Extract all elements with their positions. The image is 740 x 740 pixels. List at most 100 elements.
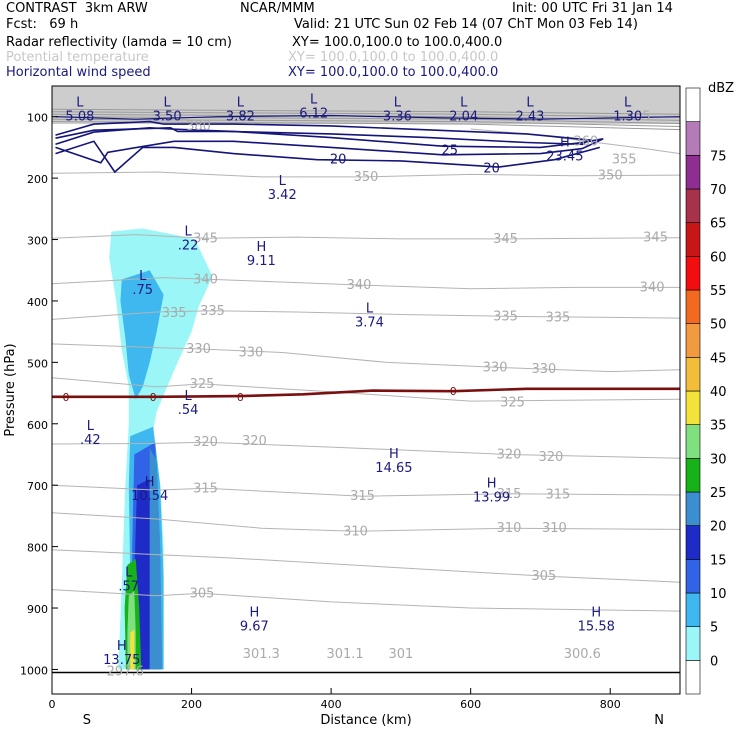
wind-contour [55, 126, 604, 164]
colorbar-swatch [685, 525, 701, 560]
theta-label: 315 [350, 489, 375, 504]
theta-contour [51, 441, 681, 459]
theta-label: 315 [545, 487, 570, 502]
theta-label: 345 [493, 232, 518, 247]
freezing-level-line [52, 387, 680, 399]
theta-label: 305 [190, 586, 215, 601]
colorbar-label: 5 [710, 621, 718, 636]
extremum-value: 3.50 [153, 110, 182, 125]
colorbar-swatch [685, 289, 701, 324]
extremum-value: 3.74 [355, 315, 384, 330]
theta-label: 320 [193, 435, 218, 450]
theta-label: 335 [200, 304, 225, 319]
theta-contour [51, 484, 681, 497]
wind-label: 25 [441, 143, 458, 158]
reflectivity-40dbz [130, 629, 135, 670]
theta-contour [51, 277, 680, 290]
extremum-value: 2.43 [516, 110, 545, 125]
y-tick-label: 100 [27, 112, 48, 125]
theta-label: 297.6 [107, 664, 144, 679]
reflectivity-10dbz-upper [120, 270, 164, 400]
wind-contour [55, 140, 601, 174]
colorbar-swatch [685, 458, 701, 493]
x-tick-label: 0 [49, 698, 56, 711]
extremum-value: 2.04 [449, 110, 478, 125]
plot-frame [51, 85, 681, 695]
extremum-marker: H [249, 605, 259, 620]
theta-label: 345 [193, 231, 218, 246]
wind-contour [55, 120, 592, 146]
theta-label: 340 [640, 280, 665, 295]
theta-label: 355 [612, 153, 637, 168]
y-tick-label: 900 [27, 603, 48, 616]
extremum-value: 15.58 [578, 619, 615, 634]
field-wind-name: Horizontal wind speed [6, 65, 151, 80]
extremum-marker: L [184, 225, 192, 240]
colorbar-label: 70 [710, 183, 727, 198]
extremum-marker: L [237, 96, 245, 111]
extremum-value: 3.36 [383, 110, 412, 125]
extremum-marker: L [279, 174, 287, 189]
header-valid: Valid: 21 UTC Sun 02 Feb 14 (07 ChT Mon … [294, 17, 638, 32]
theta-label: 320 [497, 447, 522, 462]
colorbar-label: 45 [710, 351, 727, 366]
theta-label: 320 [538, 450, 563, 465]
y-tick-label: 300 [27, 235, 48, 248]
extremum-value: .57 [118, 579, 139, 594]
theta-contour-dense [51, 111, 681, 118]
field-reflectivity-xy: XY= 100.0,100.0 to 100.0,400.0 [292, 35, 503, 50]
theta-label: 345 [643, 231, 668, 246]
x-end-label-left: S [83, 713, 91, 728]
x-tick-label: 600 [460, 698, 481, 711]
colorbar-swatch [685, 424, 701, 459]
theta-label: 310 [542, 521, 567, 536]
theta-label: 310 [497, 521, 522, 536]
extremum-value: .22 [178, 239, 199, 254]
colorbar-label: 55 [710, 284, 727, 299]
extremum-marker: H [256, 240, 266, 255]
extremum-value: 6.12 [299, 106, 328, 121]
theta-label: 380 [186, 119, 211, 134]
header-title: CONTRAST 3km ARW [6, 1, 148, 16]
colorbar-label: 65 [710, 217, 727, 232]
field-theta-xy: XY= 100.0,100.0 to 100.0,400.0 [288, 50, 499, 65]
colorbar-swatch [685, 188, 701, 223]
y-tick-label: 600 [27, 419, 48, 432]
extremum-value: .75 [132, 283, 153, 298]
theta-label: 330 [483, 360, 508, 375]
colorbar-unit: dBZ [708, 81, 734, 96]
colorbar-label: 0 [710, 654, 718, 669]
colorbar-swatch [685, 357, 701, 392]
colorbar-swatch [685, 390, 701, 425]
colorbar-swatch [685, 155, 701, 190]
colorbar-label: 20 [710, 520, 727, 535]
extremum-marker: L [184, 389, 192, 404]
theta-contour-dense [51, 116, 681, 124]
header-init: Init: 00 UTC Fri 31 Jan 14 [512, 1, 673, 16]
theta-label: 301.3 [243, 647, 280, 662]
theta-label: 335 [162, 306, 187, 321]
theta-contour [51, 234, 681, 240]
extremum-value: 14.65 [375, 461, 412, 476]
extremum-value: .54 [178, 403, 199, 418]
extremum-value: 13.99 [473, 490, 510, 505]
theta-label: 325 [190, 377, 215, 392]
x-tick-label: 200 [181, 698, 202, 711]
header-fcst: Fcst: 69 h [6, 17, 79, 32]
extremum-marker: L [164, 96, 172, 111]
extremum-marker: L [87, 419, 95, 434]
extremum-marker: L [125, 565, 133, 580]
colorbar-label: 15 [710, 553, 727, 568]
colorbar-label: 75 [710, 149, 727, 164]
x-end-label-right: N [654, 713, 664, 728]
theta-contour [51, 512, 681, 532]
y-tick-label: 200 [27, 173, 48, 186]
y-tick-label: 800 [27, 542, 48, 555]
theta-contour [51, 343, 681, 373]
extremum-marker: L [310, 92, 318, 107]
colorbar-swatch [685, 626, 701, 661]
freezing-label: 0 [150, 391, 157, 404]
extremum-value: 9.67 [240, 619, 269, 634]
colorbar-swatch [685, 323, 701, 358]
